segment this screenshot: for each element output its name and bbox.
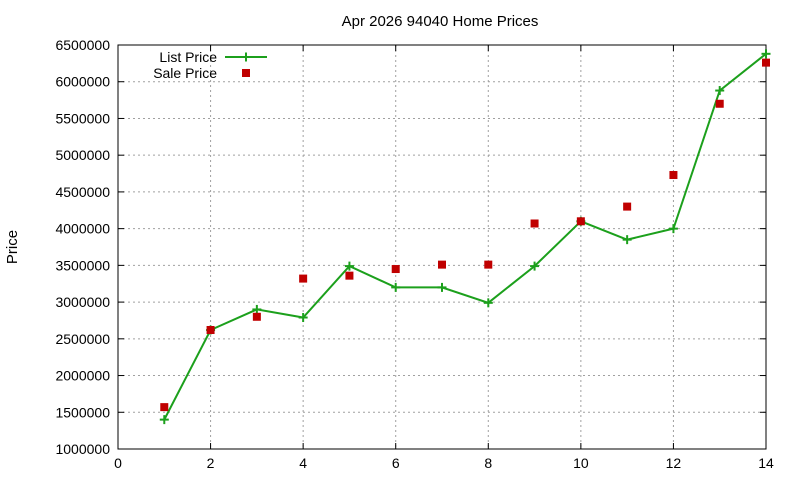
y-tick-label: 1000000 [55, 441, 110, 457]
data-point-sale-price [715, 99, 724, 108]
plot-frame [117, 44, 767, 450]
y-tick-label: 2000000 [55, 368, 110, 384]
y-tick-label: 3000000 [55, 294, 110, 310]
data-point-list-price [483, 298, 493, 308]
data-point-sale-price [438, 260, 446, 269]
data-point-sale-price [252, 312, 261, 321]
x-tick-label: 6 [392, 455, 400, 471]
x-tick-label: 10 [573, 455, 589, 471]
x-tick-label: 0 [114, 455, 122, 471]
y-tick-label: 3500000 [55, 257, 110, 273]
data-point-list-price [622, 235, 632, 245]
y-axis-label: Price [4, 230, 21, 264]
data-point-list-price [159, 415, 169, 425]
data-point-sale-price [530, 219, 539, 228]
x-tick-label: 8 [484, 455, 492, 471]
x-tick-label: 2 [207, 455, 215, 471]
data-point-list-price [761, 49, 771, 59]
legend-label-sale-price: Sale Price [153, 65, 217, 81]
y-tick-label: 6000000 [55, 74, 110, 90]
data-point-list-price [668, 224, 678, 234]
x-tick-label: 12 [666, 455, 682, 471]
series-layer [159, 49, 771, 425]
y-tick-label: 2500000 [55, 331, 110, 347]
data-point-sale-price [299, 274, 308, 283]
data-point-list-price [344, 261, 354, 271]
data-point-list-price [715, 86, 725, 96]
data-point-list-price [252, 304, 262, 314]
data-point-sale-price [345, 271, 354, 280]
data-point-sale-price [484, 260, 493, 269]
x-tick-label: 4 [299, 455, 307, 471]
grid-layer [118, 45, 766, 449]
data-point-sale-price [160, 403, 169, 412]
data-point-list-price [530, 261, 540, 271]
series-sale-price [160, 58, 770, 412]
data-point-list-price [437, 282, 447, 292]
y-tick-label: 5000000 [55, 147, 110, 163]
data-point-list-price [298, 313, 308, 323]
y-tick-label: 4000000 [55, 221, 110, 237]
y-tick-label: 4500000 [55, 184, 110, 200]
data-point-sale-price [623, 202, 632, 211]
series-line-list-price [163, 53, 767, 421]
legend-label-list-price: List Price [159, 49, 217, 65]
legend-swatch-marker-sale-price [242, 69, 250, 77]
y-tick-label: 5500000 [55, 110, 110, 126]
data-point-sale-price [669, 171, 678, 180]
data-point-sale-price [391, 265, 400, 274]
axes-layer: 1000000 1500000 2000000 2500000 3000000 35000… [55, 37, 774, 471]
legend-swatch-marker-list-price [241, 52, 251, 62]
series-list-price [159, 49, 771, 425]
data-point-sale-price [206, 326, 215, 335]
data-point-list-price [391, 282, 401, 292]
y-tick-label: 1500000 [55, 404, 110, 420]
data-point-sale-price [576, 217, 585, 226]
data-point-sale-price [762, 58, 770, 67]
y-tick-label: 6500000 [55, 37, 110, 53]
x-tick-label: 14 [758, 455, 774, 471]
chart-title: Apr 2026 94040 Home Prices [342, 13, 539, 30]
